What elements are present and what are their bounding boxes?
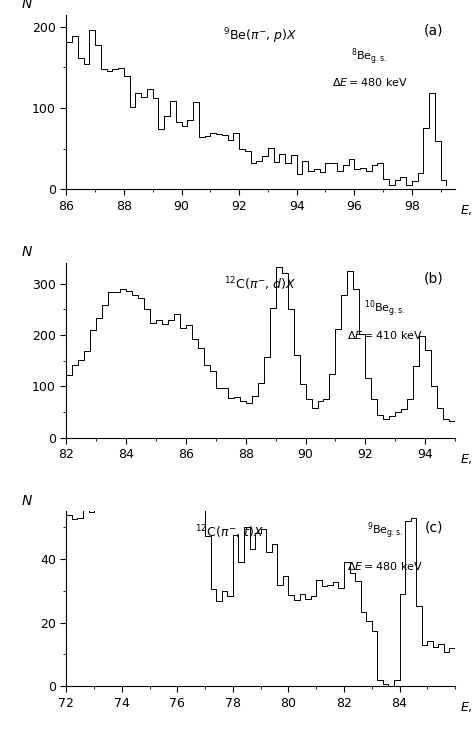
- Text: (a): (a): [424, 23, 443, 37]
- Y-axis label: $N$: $N$: [21, 493, 34, 508]
- X-axis label: $E$, MeV: $E$, MeV: [460, 452, 474, 466]
- Text: $^{10}$Be$_{\mathrm{g.s.}}$: $^{10}$Be$_{\mathrm{g.s.}}$: [365, 298, 406, 319]
- Text: $^{12}$C($\pi^{-}$, $d$)$X$: $^{12}$C($\pi^{-}$, $d$)$X$: [224, 275, 297, 293]
- Text: (c): (c): [425, 520, 443, 534]
- Text: $\Delta E = 480$ keV: $\Delta E = 480$ keV: [347, 561, 423, 572]
- Y-axis label: $N$: $N$: [21, 245, 34, 259]
- Text: $\Delta E = 410$ keV: $\Delta E = 410$ keV: [347, 329, 423, 342]
- Text: $\Delta E = 480$ keV: $\Delta E = 480$ keV: [332, 76, 408, 88]
- Text: $^{9}$Be$_{\mathrm{g.s.}}$: $^{9}$Be$_{\mathrm{g.s.}}$: [367, 520, 403, 541]
- Text: $^{8}$Be$_{\mathrm{g.s.}}$: $^{8}$Be$_{\mathrm{g.s.}}$: [351, 46, 388, 67]
- X-axis label: $E$, MeV: $E$, MeV: [460, 700, 474, 714]
- Text: (b): (b): [424, 272, 443, 285]
- Y-axis label: $N$: $N$: [21, 0, 34, 11]
- X-axis label: $E$, MeV: $E$, MeV: [460, 204, 474, 218]
- Text: $^{9}$Be($\pi^{-}$, $p$)$X$: $^{9}$Be($\pi^{-}$, $p$)$X$: [223, 27, 298, 47]
- Text: $^{12}$C($\pi^{-}$, $t$)$X$: $^{12}$C($\pi^{-}$, $t$)$X$: [195, 523, 264, 541]
